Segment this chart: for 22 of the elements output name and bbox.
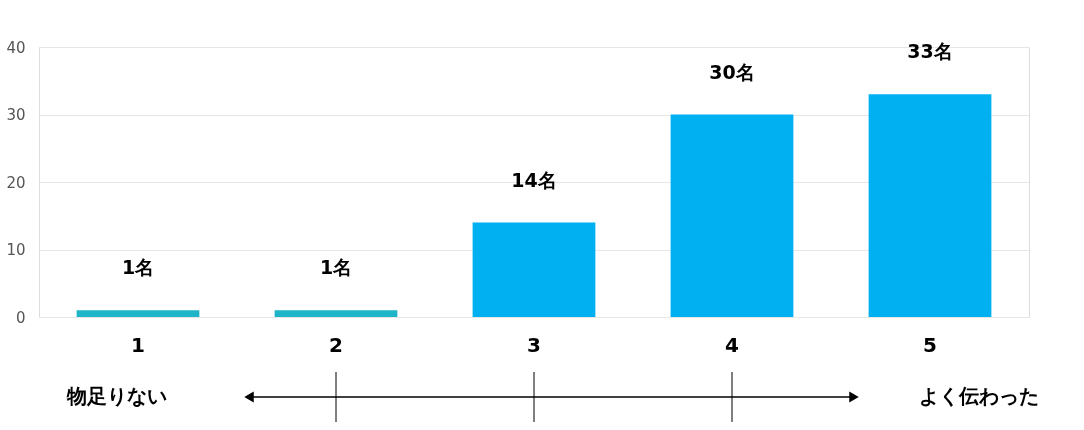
y-tick-label: 40 xyxy=(6,38,26,57)
y-tick-label: 0 xyxy=(15,308,26,327)
text: 物足りない xyxy=(66,384,167,408)
data-label: 33名 xyxy=(907,40,953,63)
text: よく伝わった xyxy=(919,384,1039,408)
data-label: 1名 xyxy=(121,256,155,279)
x-tick-label: 4 xyxy=(725,332,739,357)
bar xyxy=(472,222,596,317)
data-label: 14名 xyxy=(511,168,557,191)
x-tick-label: 3 xyxy=(527,332,541,357)
bar xyxy=(868,94,992,317)
bar xyxy=(76,310,200,317)
x-tick-label: 1 xyxy=(131,332,145,357)
data-label: 1名 xyxy=(319,256,353,279)
y-tick-label: 20 xyxy=(6,173,26,192)
x-tick-label: 5 xyxy=(923,332,937,357)
data-label: 30名 xyxy=(709,60,755,83)
bar xyxy=(274,310,398,317)
y-tick-label: 10 xyxy=(6,241,26,259)
bar xyxy=(670,114,794,317)
y-tick-label: 30 xyxy=(6,106,26,124)
x-tick-label: 2 xyxy=(329,332,343,357)
